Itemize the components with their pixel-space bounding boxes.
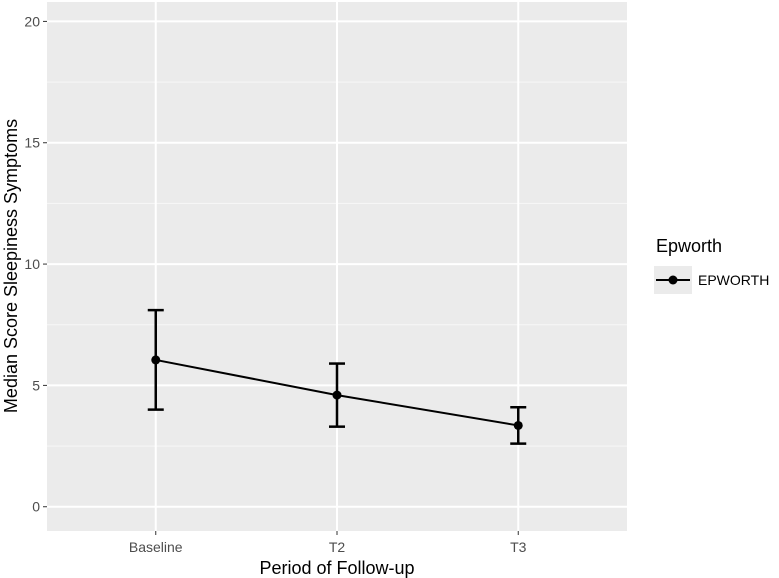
- x-axis-title: Period of Follow-up: [259, 558, 414, 578]
- y-tick-label: 15: [24, 135, 40, 151]
- x-tick-label: T3: [510, 539, 527, 555]
- legend: Epworth EPWORTH: [654, 236, 769, 294]
- x-axis-ticks: Baseline T2 T3: [129, 531, 527, 555]
- y-tick-label: 0: [32, 499, 40, 515]
- data-point: [513, 420, 523, 430]
- y-axis-title: Median Score Sleepiness Symptoms: [1, 119, 21, 413]
- y-tick-label: 10: [24, 256, 40, 272]
- data-point: [332, 390, 342, 400]
- series-epworth: [147, 308, 527, 445]
- data-point: [151, 355, 161, 365]
- x-tick-label: T2: [329, 539, 346, 555]
- x-tick-label: Baseline: [129, 539, 183, 555]
- legend-label-epworth: EPWORTH: [698, 272, 769, 288]
- y-tick-label: 5: [32, 377, 40, 393]
- legend-key-point: [668, 275, 678, 285]
- y-axis-ticks: 0 5 10 15 20: [24, 13, 47, 515]
- legend-title: Epworth: [656, 236, 722, 256]
- y-tick-label: 20: [24, 13, 40, 29]
